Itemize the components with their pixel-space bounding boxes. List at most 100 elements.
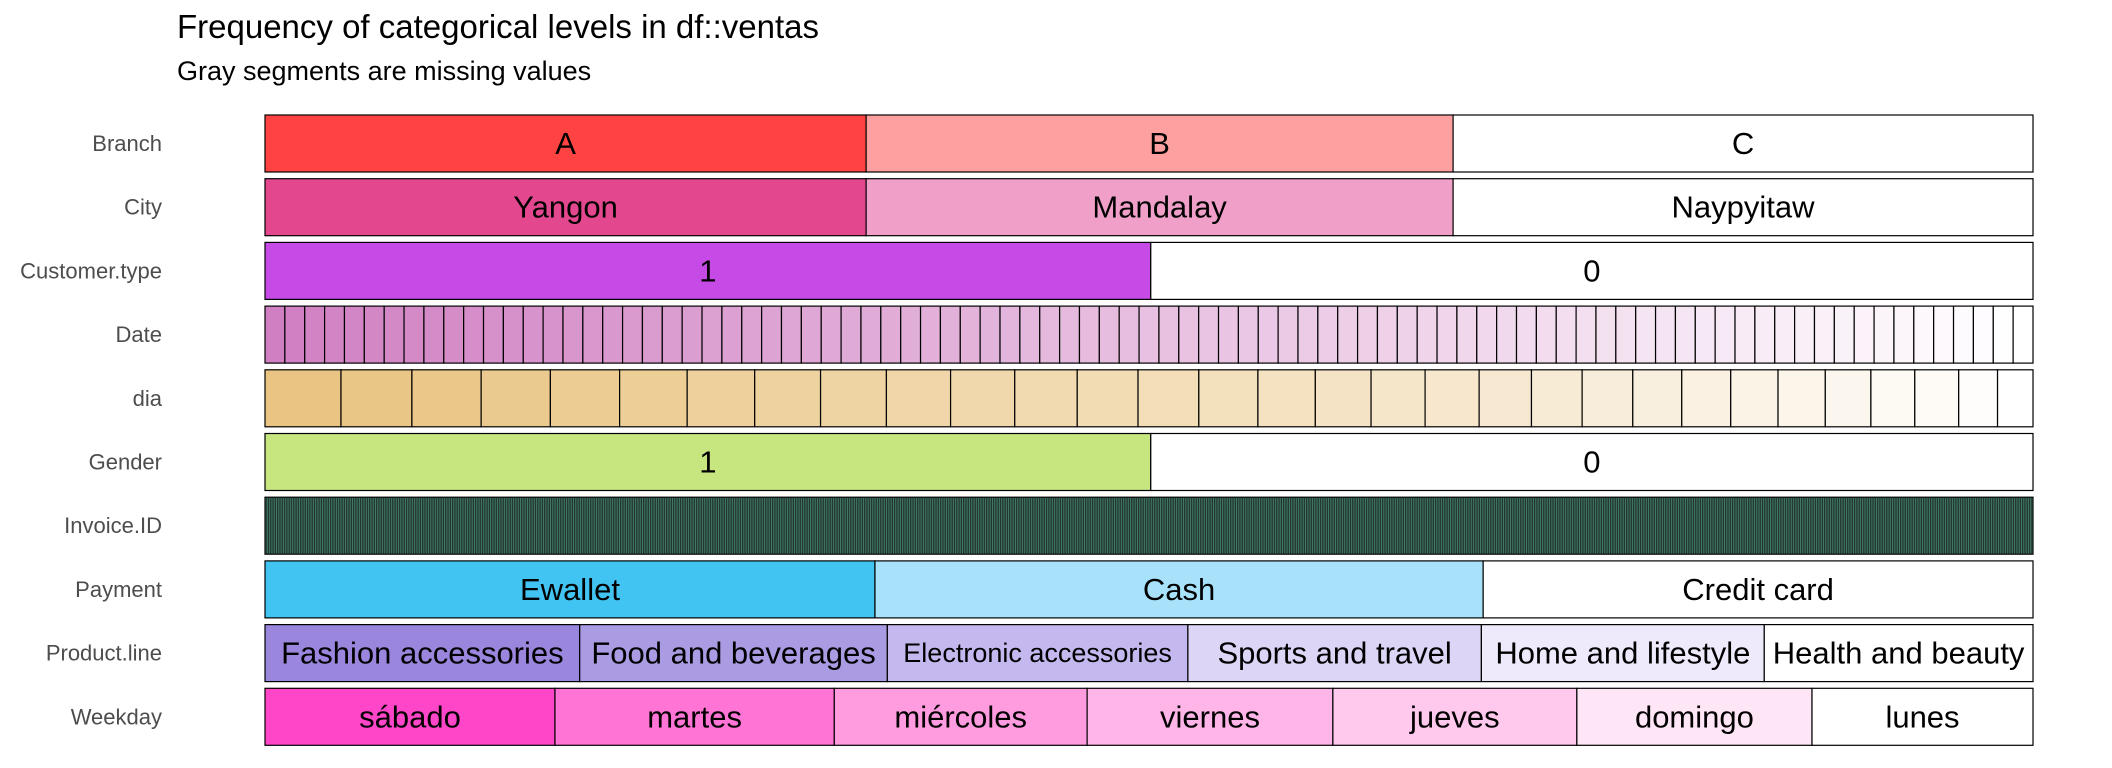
segment-bar — [1118, 305, 1140, 364]
segment-bar — [619, 369, 688, 428]
chart-title: Frequency of categorical levels in df::v… — [177, 8, 820, 45]
segment-bar — [820, 305, 842, 364]
row-label: Payment — [75, 577, 162, 602]
segment-bar — [343, 305, 365, 364]
segment-bar — [1992, 305, 2014, 364]
segment-bar — [522, 305, 544, 364]
segment-bar — [463, 305, 485, 364]
segment-bar — [1595, 305, 1617, 364]
segment-bar — [304, 305, 326, 364]
segment-bar — [1632, 369, 1683, 428]
segment-bar — [1813, 305, 1835, 364]
segment-label: domingo — [1635, 699, 1754, 734]
segment-bar — [480, 369, 551, 428]
segment-bar — [840, 305, 862, 364]
segment-bar — [1257, 305, 1279, 364]
segment-bar — [1870, 369, 1916, 428]
segment-label: B — [1149, 126, 1170, 161]
segment-label: C — [1732, 126, 1754, 161]
segment-bar — [1853, 305, 1875, 364]
segment-bar — [661, 305, 683, 364]
segment-bar — [1615, 305, 1637, 364]
segment-bar — [1150, 432, 2034, 492]
segment-bar — [1478, 369, 1533, 428]
segment-label: jueves — [1409, 699, 1500, 734]
segment-bar — [284, 305, 306, 364]
segment-label: Electronic accessories — [903, 638, 1172, 668]
segment-bar — [1452, 178, 2034, 237]
segment-bar — [641, 305, 663, 364]
segment-bar — [443, 305, 465, 364]
segment-bar — [1530, 369, 1583, 428]
segment-bar — [482, 305, 504, 364]
segment-bar — [979, 305, 1001, 364]
segment-label: Health and beauty — [1773, 636, 2025, 671]
segment-bar — [1893, 305, 1915, 364]
segment-label: Food and beverages — [591, 636, 875, 671]
segment-label: martes — [647, 699, 742, 734]
segment-bar — [1794, 305, 1816, 364]
segment-label: Sports and travel — [1217, 636, 1451, 671]
segment-bar — [340, 369, 413, 428]
segment-bar — [1158, 305, 1180, 364]
segment-bar — [264, 241, 1152, 300]
segment-label: 1 — [699, 253, 716, 288]
segment-bar — [1480, 623, 1765, 683]
row-label: Product.line — [46, 641, 162, 666]
segment-bar — [1138, 305, 1160, 364]
segment-bar — [2012, 305, 2034, 364]
segment-label: lunes — [1885, 699, 1959, 734]
segment-bar — [1972, 305, 1994, 364]
segment-label: Naypyitaw — [1672, 190, 1816, 225]
segment-bar — [1376, 305, 1398, 364]
segment-bar — [621, 305, 644, 364]
segment-bar — [1873, 305, 1895, 364]
segment-bar — [1714, 305, 1736, 364]
segment-bar — [1452, 114, 2034, 173]
segment-bar — [1958, 369, 1999, 428]
row-label: Branch — [92, 131, 162, 156]
segment-label: 1 — [699, 445, 716, 480]
segment-bar — [1370, 369, 1426, 428]
segment-bar — [264, 687, 556, 746]
segment-bar — [999, 305, 1021, 364]
segment-label: A — [555, 126, 576, 161]
segment-label: 0 — [1583, 253, 1600, 288]
segment-label: miércoles — [894, 699, 1027, 734]
segment-label: sábado — [359, 699, 461, 734]
segment-bar — [1555, 305, 1577, 364]
row-label: Weekday — [71, 704, 162, 729]
segment-bar — [264, 114, 867, 173]
segment-bar — [1257, 369, 1316, 428]
segment-bar — [721, 305, 743, 364]
segment-bar — [800, 305, 822, 364]
segment-bar — [1436, 305, 1458, 364]
segment-bar — [264, 305, 286, 364]
segment-bar — [1317, 305, 1339, 364]
segment-bar — [874, 560, 1484, 619]
row-label: Customer.type — [20, 258, 162, 283]
segment-bar — [502, 305, 524, 364]
segment-bar — [686, 369, 756, 428]
segment-bar — [1694, 305, 1716, 364]
segment-bar — [1763, 623, 2034, 683]
segment-bar — [602, 305, 624, 364]
segment-bar — [403, 305, 425, 364]
segment-bar — [1774, 305, 1796, 364]
segment-bar — [1078, 305, 1100, 364]
segment-bar — [1575, 305, 1597, 364]
segment-bar — [1654, 305, 1677, 364]
segment-bar — [1396, 305, 1418, 364]
segment-bar — [780, 305, 802, 364]
segment-label: Fashion accessories — [281, 636, 564, 671]
segment-bar — [741, 305, 763, 364]
segment-bar — [1277, 305, 1299, 364]
segment-bar — [1019, 305, 1041, 364]
segment-label: Ewallet — [520, 572, 620, 607]
segment-bar — [1730, 369, 1779, 428]
segment-dividers — [266, 497, 2032, 555]
segment-bar — [701, 305, 723, 364]
segment-label: Credit card — [1682, 572, 1834, 607]
segment-bar — [1416, 305, 1438, 364]
segment-bar — [1515, 305, 1537, 364]
